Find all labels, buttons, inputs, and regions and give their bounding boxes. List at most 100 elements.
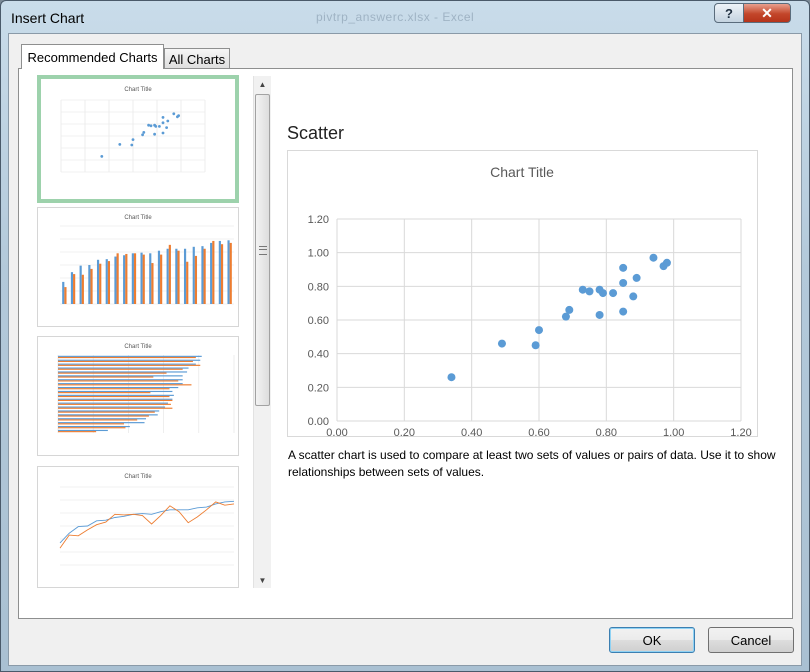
data-point <box>649 253 658 262</box>
scroll-up-arrow-icon[interactable]: ▲ <box>258 79 267 89</box>
thumbnail-title: Chart Title <box>124 87 152 93</box>
data-point <box>131 138 135 141</box>
bar-series2 <box>58 388 170 390</box>
column-series2 <box>116 253 119 304</box>
thumbnail-scatter-plot <box>60 99 206 173</box>
x-tick-label: 0.60 <box>528 427 549 437</box>
scrollbar-thumb[interactable] <box>255 94 270 406</box>
bar-series2 <box>58 423 124 425</box>
x-tick-label: 1.20 <box>730 427 751 437</box>
bar-series2 <box>58 415 149 417</box>
thumbnail-line-plot <box>59 486 235 566</box>
column-series2 <box>194 255 198 304</box>
bar-series1 <box>58 394 174 396</box>
thumbnail-column-plot <box>60 225 234 305</box>
bar-thumbnail-chart: Chart Title <box>57 344 235 433</box>
column-series2 <box>168 244 171 304</box>
bar-series1 <box>58 429 108 432</box>
data-point <box>629 292 638 301</box>
column-series1 <box>140 252 143 304</box>
bar-series2 <box>58 392 151 394</box>
data-point <box>585 287 594 296</box>
column-series1 <box>70 272 74 304</box>
bar-series2 <box>58 356 196 359</box>
thumbnail-line[interactable]: Chart Title <box>37 466 239 588</box>
column-series2 <box>142 254 145 304</box>
thumbnail-scatter[interactable]: Chart Title <box>37 75 239 203</box>
column-series2 <box>220 244 224 304</box>
scroll-down-arrow-icon[interactable]: ▼ <box>258 575 267 585</box>
help-button[interactable]: ? <box>714 3 744 23</box>
column-series1 <box>79 265 82 304</box>
cancel-button[interactable]: Cancel <box>708 627 794 653</box>
ok-button[interactable]: OK <box>609 627 695 653</box>
chart-description: A scatter chart is used to compare at le… <box>288 448 776 479</box>
bar-series1 <box>58 398 173 400</box>
dialog-title: Insert Chart <box>11 10 85 26</box>
x-tick-label: 0.40 <box>461 427 482 437</box>
bar-series2 <box>58 368 183 370</box>
column-series2 <box>73 274 76 304</box>
data-point <box>161 131 165 135</box>
column-series1 <box>149 253 152 304</box>
column-series2 <box>90 268 93 304</box>
data-point <box>561 312 570 321</box>
close-button[interactable]: ✕ <box>743 3 791 23</box>
bar-series1 <box>58 390 173 393</box>
data-point <box>149 124 153 128</box>
data-point <box>161 121 165 125</box>
bar-series1 <box>58 414 158 416</box>
column-series2 <box>212 240 215 304</box>
bar-series1 <box>58 367 189 369</box>
title-bar[interactable]: Insert Chart pivtrp_answerc.xlsx - Excel… <box>1 1 809 35</box>
x-tick-label: 0.00 <box>326 427 347 437</box>
data-point <box>130 143 134 147</box>
bar-series2 <box>58 380 179 382</box>
bar-series1 <box>58 418 146 420</box>
bar-series1 <box>58 422 145 424</box>
tab-all-charts[interactable]: All Charts <box>164 48 230 70</box>
bar-series1 <box>58 379 183 381</box>
tab-recommended-charts[interactable]: Recommended Charts <box>21 44 164 69</box>
data-point <box>165 126 168 129</box>
data-point <box>100 155 104 158</box>
data-point <box>531 341 540 350</box>
bar-series1 <box>58 375 183 377</box>
data-point <box>172 112 176 116</box>
scatter-thumbnail-chart: Chart Title <box>60 87 206 173</box>
data-point <box>619 307 628 316</box>
data-point <box>153 132 156 136</box>
thumbnail-scrollbar[interactable]: ▲ ▼ <box>253 76 271 588</box>
y-tick-label: 0.20 <box>308 382 329 394</box>
column-series1 <box>183 248 187 304</box>
thumbnail-clustered-bar[interactable]: Chart Title <box>37 336 239 456</box>
data-point <box>609 289 618 298</box>
y-tick-label: 0.40 <box>308 349 329 361</box>
grip-icon <box>258 245 267 255</box>
bar-series1 <box>58 383 183 385</box>
bar-series2 <box>58 427 126 429</box>
column-series2 <box>64 287 67 304</box>
data-point <box>535 326 543 335</box>
column-series1 <box>62 281 65 304</box>
bar-series2 <box>58 419 138 421</box>
data-point <box>154 125 158 128</box>
column-series1 <box>96 259 100 304</box>
bar-series1 <box>58 410 160 412</box>
x-tick-label: 0.20 <box>394 427 415 437</box>
line-series2 <box>59 501 235 549</box>
thumbnail-title: Chart Title <box>124 474 152 480</box>
data-point <box>497 339 506 348</box>
column-series2 <box>151 263 154 304</box>
bar-series2 <box>58 403 171 405</box>
column-series1 <box>201 246 204 304</box>
bar-series2 <box>58 399 173 402</box>
data-point <box>141 133 144 137</box>
bar-series1 <box>58 402 168 404</box>
column-series1 <box>227 240 230 304</box>
data-point <box>662 258 671 267</box>
data-point <box>142 131 146 134</box>
column-series2 <box>186 261 189 304</box>
column-series1 <box>157 250 161 304</box>
thumbnail-clustered-column[interactable]: Chart Title <box>37 207 239 327</box>
